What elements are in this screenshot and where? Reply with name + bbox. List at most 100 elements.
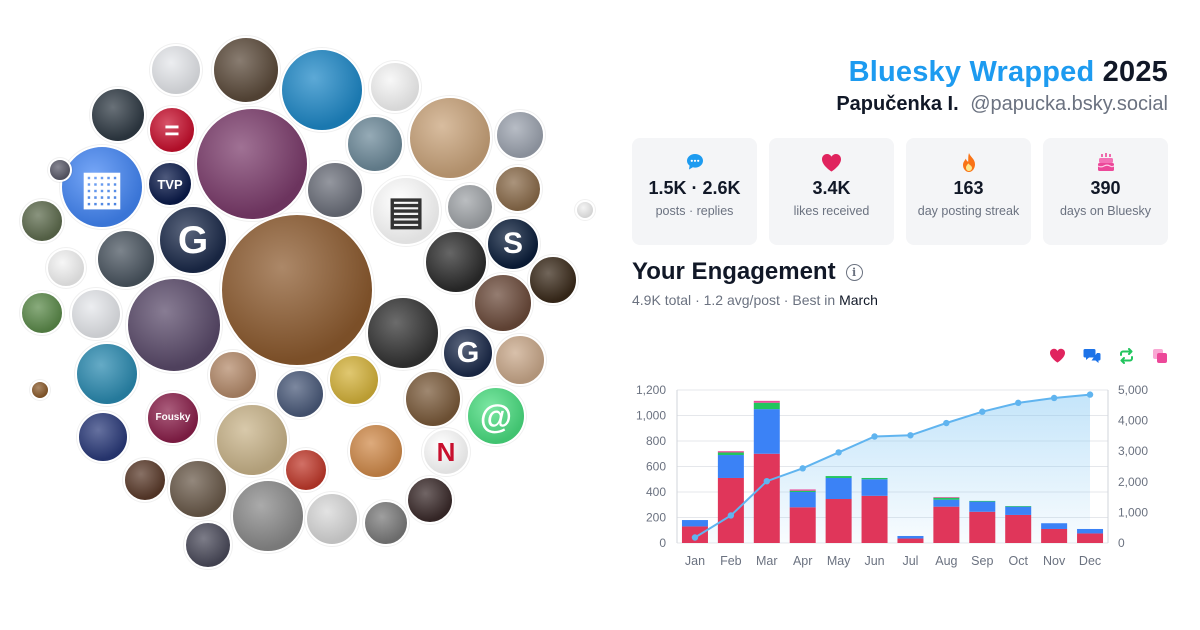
avatar[interactable] [20,199,64,243]
avatar[interactable] [473,273,533,333]
header: Bluesky Wrapped 2025 Papučenka I. @papuc… [632,56,1168,116]
avatar[interactable] [328,354,380,406]
cumulative-point [763,477,770,485]
y-tick-label: 600 [646,460,666,474]
engagement-chart: 0 200 400 600 800 1,000 1,200 0 1,000 2,000 3,000 4… [636,383,1148,568]
bar-segment [897,535,924,539]
avatar[interactable] [96,229,156,289]
avatar[interactable] [306,161,364,219]
bar-segment [753,400,780,403]
bar-segment [861,477,888,480]
avatar[interactable] [575,200,595,220]
heart-icon [769,152,894,172]
cumulative-point [1050,394,1058,402]
avatar[interactable] [494,165,542,213]
avatar[interactable] [123,458,167,502]
avatar[interactable]: ▦ [60,145,144,229]
avatar[interactable] [46,248,86,288]
x-tick-label: Aug [935,554,957,568]
avatar[interactable]: = [148,106,196,154]
avatar[interactable]: G [158,205,228,275]
avatar[interactable] [305,492,359,546]
engagement-title: Your Engagement [632,258,836,285]
avatar[interactable] [30,380,50,400]
avatar[interactable] [70,288,122,340]
avatar[interactable]: TVP [147,161,193,207]
avatar[interactable] [280,48,364,132]
display-name: Papučenka I. [836,93,959,115]
cumulative-point [1015,399,1022,407]
y-tick-label: 1,000 [636,409,666,423]
bar-segment [825,477,852,500]
avatar[interactable] [90,87,146,143]
avatar[interactable] [408,96,492,180]
avatar[interactable] [77,411,129,463]
avatar[interactable] [212,36,280,104]
bar-segment [1005,506,1032,515]
avatar[interactable] [369,61,421,113]
x-tick-label: May [827,554,851,568]
avatar[interactable] [366,296,440,370]
avatar[interactable] [404,370,462,428]
likes-legend-icon[interactable] [1049,348,1066,369]
y2-tick-label: 0 [1118,536,1125,550]
avatar[interactable] [406,476,454,524]
x-tick-label: Dec [1079,554,1101,568]
avatar[interactable] [126,277,222,373]
avatar-glyph: G [177,218,209,262]
stat-value: 3.4K [812,178,851,198]
avatar[interactable] [275,369,325,419]
avatar[interactable] [446,183,494,231]
speech-bubble-icon [632,152,757,172]
stats-row: 1.5K · 2.6K posts · replies 3.4K likes r… [632,138,1168,245]
avatar-glyph: G [456,336,480,369]
bar-segment [753,409,780,454]
avatar[interactable]: ▤ [371,176,441,246]
avatar-glyph: N [436,437,456,467]
avatar[interactable] [48,158,72,182]
user-handle[interactable]: @papucka.bsky.social [970,93,1168,115]
avatar[interactable]: S [486,217,540,271]
avatar[interactable] [494,334,546,386]
engagement-total: 4.9K [632,292,661,308]
avatar[interactable] [168,459,228,519]
avatar[interactable] [195,107,309,221]
reposts-legend-icon[interactable] [1118,348,1135,369]
flame-icon [906,152,1031,172]
engagement-summary: 4.9K total · 1.2 avg/post · Best in Marc… [632,292,878,308]
avatar[interactable] [20,291,64,335]
avatar[interactable] [284,448,328,492]
avatar[interactable] [495,110,545,160]
x-tick-label: Jan [685,554,705,568]
stat-card-likes: 3.4K likes received [769,138,894,245]
avatar[interactable]: Fousky [146,391,200,445]
avatar[interactable] [150,44,202,96]
avatar[interactable] [208,350,258,400]
avatar[interactable] [220,213,374,367]
quotes-legend-icon[interactable] [1152,348,1168,369]
bar-segment [681,520,708,527]
avatar[interactable]: N [422,428,470,476]
cumulative-point [907,432,914,439]
y2-tick-label: 2,000 [1118,475,1148,489]
avatar[interactable] [75,342,139,406]
avatar[interactable]: G [442,327,494,379]
avatar[interactable]: @ [466,386,526,446]
info-icon[interactable]: i [845,263,863,281]
avatar[interactable] [363,500,409,546]
x-tick-label: Mar [756,554,778,568]
x-tick-label: Jun [864,554,884,568]
avatar[interactable] [424,230,488,294]
avatar[interactable] [528,255,578,305]
avatar[interactable] [346,115,404,173]
avatar[interactable] [215,403,289,477]
y2-tick-label: 1,000 [1118,505,1148,519]
avatar[interactable] [348,423,404,479]
avatar[interactable] [184,521,232,569]
bar-segment [789,507,816,543]
bar-segment [753,402,780,410]
bar-segment [789,490,816,492]
avatar[interactable] [231,479,305,553]
replies-legend-icon[interactable] [1083,348,1101,369]
bar-segment [861,495,888,543]
